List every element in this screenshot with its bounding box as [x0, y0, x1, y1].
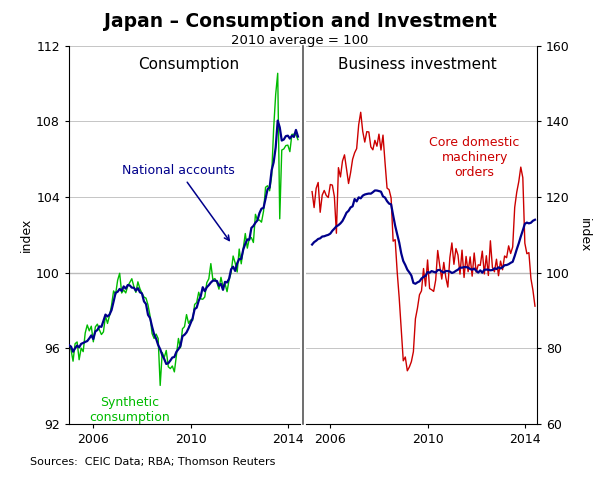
- Text: Sources:  CEIC Data; RBA; Thomson Reuters: Sources: CEIC Data; RBA; Thomson Reuters: [30, 457, 275, 467]
- Text: Japan – Consumption and Investment: Japan – Consumption and Investment: [104, 12, 496, 31]
- Text: Consumption: Consumption: [139, 57, 239, 72]
- Y-axis label: index: index: [20, 217, 34, 252]
- Y-axis label: index: index: [578, 217, 591, 252]
- Text: Synthetic
consumption: Synthetic consumption: [89, 396, 170, 423]
- Text: Core domestic
machinery
orders: Core domestic machinery orders: [430, 137, 520, 179]
- Text: National accounts: National accounts: [122, 164, 235, 240]
- Text: Business investment: Business investment: [338, 57, 496, 72]
- Text: 2010 average = 100: 2010 average = 100: [232, 34, 368, 46]
